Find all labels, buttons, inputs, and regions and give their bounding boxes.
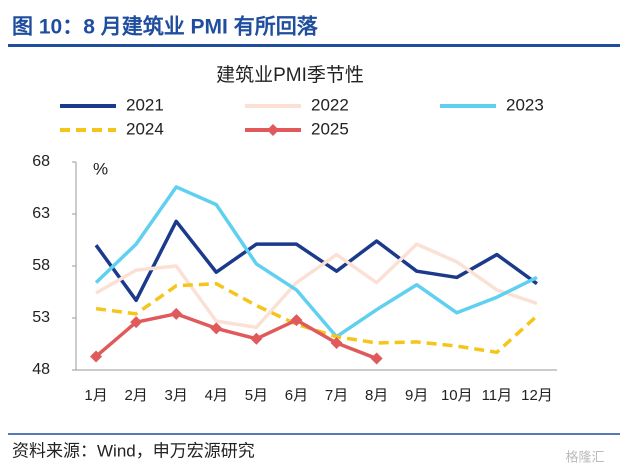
x-tick-label: 4月	[205, 387, 228, 404]
x-tick-label: 9月	[405, 387, 428, 404]
watermark: 格隆汇	[565, 449, 604, 464]
y-tick-label: 68	[32, 153, 50, 170]
x-tick-label: 2月	[124, 387, 147, 404]
series-marker	[130, 316, 143, 329]
x-tick-label: 3月	[165, 387, 188, 404]
x-tick-label: 5月	[245, 387, 268, 404]
series-marker	[90, 350, 103, 363]
source: 资料来源：Wind，申万宏源研究	[12, 441, 255, 460]
legend-marker	[267, 124, 279, 136]
legend-label: 2024	[126, 119, 164, 138]
series-marker	[170, 307, 183, 320]
x-tick-label: 11月	[482, 387, 513, 404]
legend-label: 2025	[311, 119, 349, 138]
series-marker	[330, 336, 343, 349]
legend-label: 2023	[506, 95, 544, 114]
y-tick-label: 58	[32, 257, 50, 274]
series-marker	[210, 322, 223, 335]
figure-title: 图 10：8 月建筑业 PMI 有所回落	[12, 15, 319, 39]
series-line	[95, 242, 538, 330]
legend-label: 2021	[126, 95, 164, 114]
series-line	[94, 185, 538, 339]
series-line	[94, 312, 378, 361]
y-tick-label: 53	[32, 309, 50, 326]
x-tick-label: 8月	[365, 387, 388, 404]
y-tick-label: 48	[32, 361, 50, 378]
x-tick-label: 6月	[285, 387, 308, 404]
series-line	[94, 219, 538, 303]
x-tick-label: 1月	[84, 387, 107, 404]
series-marker	[290, 314, 303, 327]
x-tick-label: 12月	[521, 387, 553, 404]
header-rule	[8, 44, 620, 47]
y-tick-label: 63	[32, 205, 50, 222]
chart-title: 建筑业PMI季节性	[216, 64, 364, 86]
series-marker	[370, 352, 383, 365]
x-tick-label: 10月	[441, 387, 473, 404]
y-unit: %	[93, 159, 108, 178]
legend-label: 2022	[311, 95, 349, 114]
series-marker	[250, 332, 263, 345]
x-tick-label: 7月	[325, 387, 348, 404]
